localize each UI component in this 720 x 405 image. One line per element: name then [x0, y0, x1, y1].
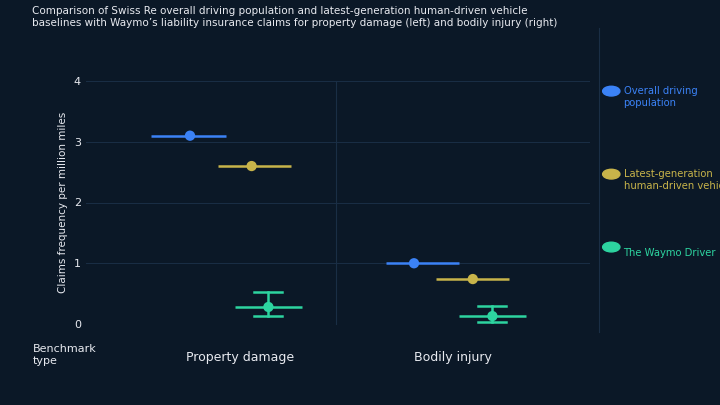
Text: Latest-generation
human-driven vehicles: Latest-generation human-driven vehicles — [624, 169, 720, 191]
Point — [467, 276, 479, 282]
Point — [184, 132, 196, 139]
Text: Benchmark
type: Benchmark type — [32, 344, 96, 366]
Point — [408, 260, 420, 266]
Point — [246, 163, 257, 169]
Point — [487, 313, 498, 319]
Y-axis label: Claims frequency per million miles: Claims frequency per million miles — [58, 112, 68, 293]
Text: Comparison of Swiss Re overall driving population and latest-generation human-dr: Comparison of Swiss Re overall driving p… — [32, 6, 558, 28]
Text: Bodily injury: Bodily injury — [414, 352, 492, 365]
Point — [263, 304, 274, 310]
Text: Property damage: Property damage — [186, 352, 294, 365]
Text: Overall driving
population: Overall driving population — [624, 86, 697, 108]
Text: The Waymo Driver: The Waymo Driver — [624, 248, 716, 258]
